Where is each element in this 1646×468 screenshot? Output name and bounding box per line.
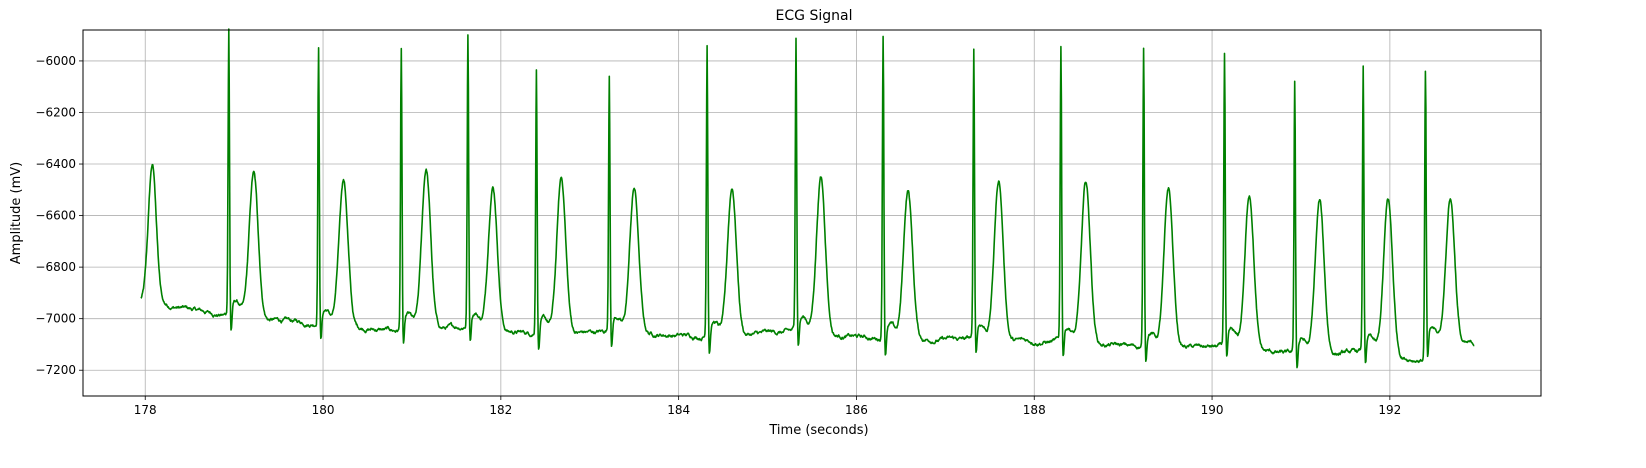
y-tick-label: −6800 <box>35 260 76 274</box>
y-tick-label: −6600 <box>35 209 76 223</box>
plot-frame <box>82 29 1542 397</box>
y-tick-label: −7200 <box>35 363 76 377</box>
y-tick-label: −6200 <box>35 105 76 119</box>
chart-title: ECG Signal <box>776 8 853 24</box>
y-tick-label: −6000 <box>35 54 76 68</box>
grid-lines <box>83 30 1541 396</box>
x-axis-label: Time (seconds) <box>768 423 868 438</box>
x-tick-label: 180 <box>312 403 335 417</box>
x-tick-label: 192 <box>1378 403 1401 417</box>
y-tick-label: −6400 <box>35 157 76 171</box>
x-tick-label: 188 <box>1023 403 1046 417</box>
x-tick-label: 178 <box>134 403 157 417</box>
x-tick-label: 186 <box>845 403 868 417</box>
y-tick-label: −7000 <box>35 312 76 326</box>
x-tick-label: 182 <box>489 403 512 417</box>
x-tick-label: 184 <box>667 403 690 417</box>
x-tick-label: 190 <box>1201 403 1224 417</box>
axis-ticks: 178 180 182 184 186 188 190 192 −7200 −7000 −6800 −… <box>35 54 1401 417</box>
y-axis-label: Amplitude (mV) <box>9 162 24 264</box>
ecg-series-line <box>140 28 1475 369</box>
